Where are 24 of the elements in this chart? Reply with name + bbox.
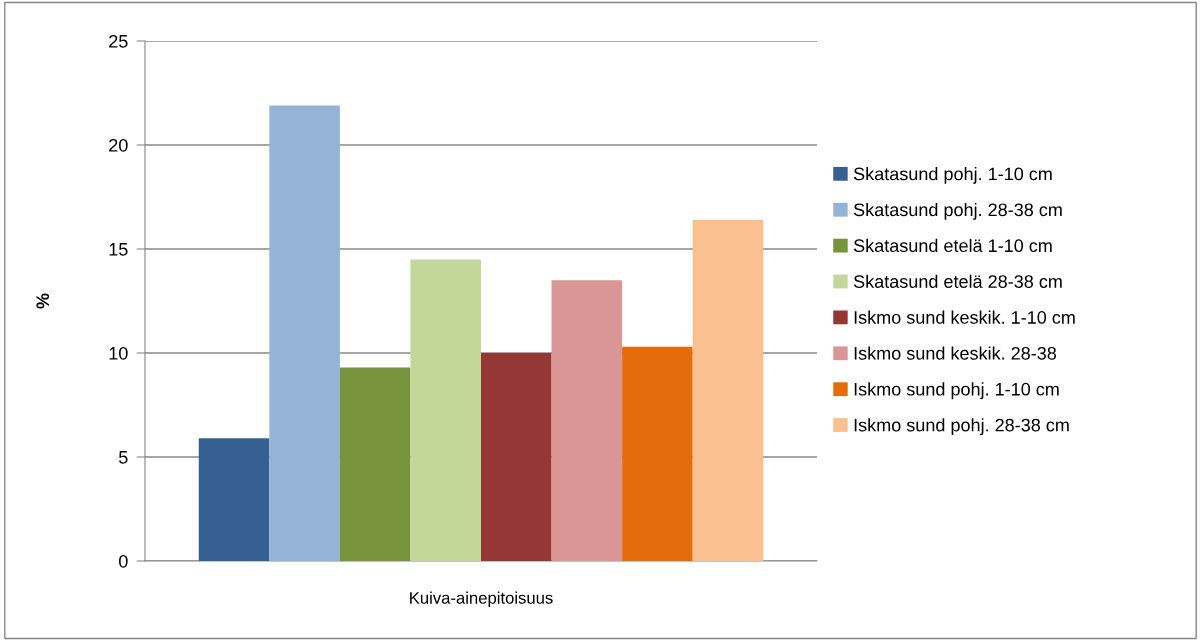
y-tick-label: 20 [109, 138, 128, 152]
bar [410, 259, 481, 561]
legend-label: Iskmo sund keskik. 28-38 [854, 346, 1057, 360]
bar [481, 353, 552, 561]
bar [198, 438, 270, 561]
bar [551, 280, 623, 561]
legend-label: Skatasund etelä 1-10 cm [853, 238, 1052, 253]
bar [339, 367, 411, 561]
y-tick-label: 10 [109, 346, 128, 360]
bar [269, 105, 340, 561]
legend-label: Skatasund etelä 28-38 cm [853, 274, 1062, 288]
legend-label: Skatasund pohj. 1-10 cm [853, 167, 1052, 184]
bar [622, 346, 693, 561]
legend-label: Iskmo sund pohj. 1-10 cm [854, 382, 1059, 400]
y-tick-label: 15 [109, 243, 128, 256]
y-tick-label: 25 [109, 34, 128, 48]
legend-label: Skatasund pohj. 28-38 cm [853, 202, 1062, 220]
legend-label: Iskmo sund keskik. 1-10 cm [854, 310, 1075, 324]
y-tick-label: 5 [119, 451, 128, 464]
x-tick-label: Kuiva-ainepitoisuus [410, 591, 553, 608]
y-tick-label: 0 [119, 554, 128, 568]
legend-label: Iskmo sund pohj. 28-38 cm [854, 418, 1069, 436]
y-axis-title: % [36, 293, 50, 309]
bar [692, 219, 764, 561]
